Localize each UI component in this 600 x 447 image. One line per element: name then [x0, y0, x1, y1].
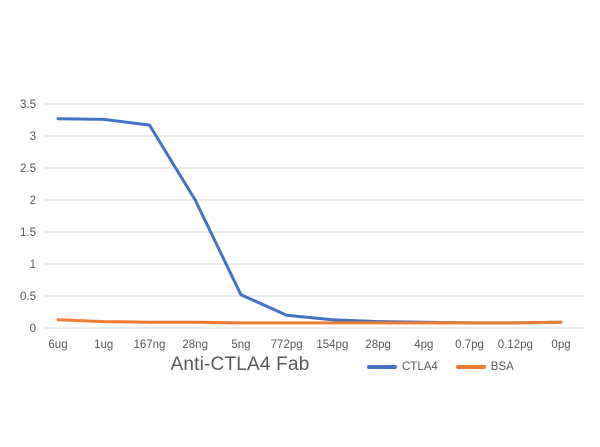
x-tick-label: 1ug [94, 339, 113, 351]
x-tick-label: 6ug [48, 339, 67, 351]
x-tick-label: 28ng [182, 339, 208, 351]
legend-item-ctla4: CTLA4 [367, 361, 438, 373]
x-tick-label: 4pg [414, 339, 433, 351]
legend-label-bsa: BSA [490, 361, 514, 373]
legend-item-bsa: BSA [455, 361, 514, 373]
y-tick-label: 1 [30, 259, 36, 271]
y-tick-label: 0 [30, 323, 36, 335]
x-tick-label: 0pg [551, 339, 570, 351]
chart-bottom-row: Anti-CTLA4 Fab CTLA4 BSA [0, 354, 600, 380]
y-tick-label: 2.5 [20, 163, 36, 175]
legend-label-ctla4: CTLA4 [402, 361, 438, 373]
x-tick-label: 0.12pg [498, 339, 533, 351]
x-tick-label: 167ng [133, 339, 165, 351]
x-tick-label: 28pg [365, 339, 391, 351]
y-tick-label: 1.5 [20, 227, 36, 239]
y-tick-label: 3.5 [20, 99, 36, 111]
legend: CTLA4 BSA [367, 361, 514, 373]
y-tick-label: 3 [30, 131, 36, 143]
y-tick-label: 0.5 [20, 291, 36, 303]
x-tick-label: 5ng [231, 339, 250, 351]
x-tick-label: 154pg [316, 339, 348, 351]
bsa-line-swatch [455, 365, 486, 369]
series-line-bsa [56, 318, 563, 325]
y-tick-label: 2 [30, 195, 36, 207]
ctla4-line-swatch [367, 365, 397, 369]
x-tick-label: 0.7pg [455, 339, 484, 351]
x-axis-title: Anti-CTLA4 Fab [170, 354, 310, 375]
x-tick-label: 772pg [271, 339, 303, 351]
series-line-ctla4 [56, 117, 563, 325]
